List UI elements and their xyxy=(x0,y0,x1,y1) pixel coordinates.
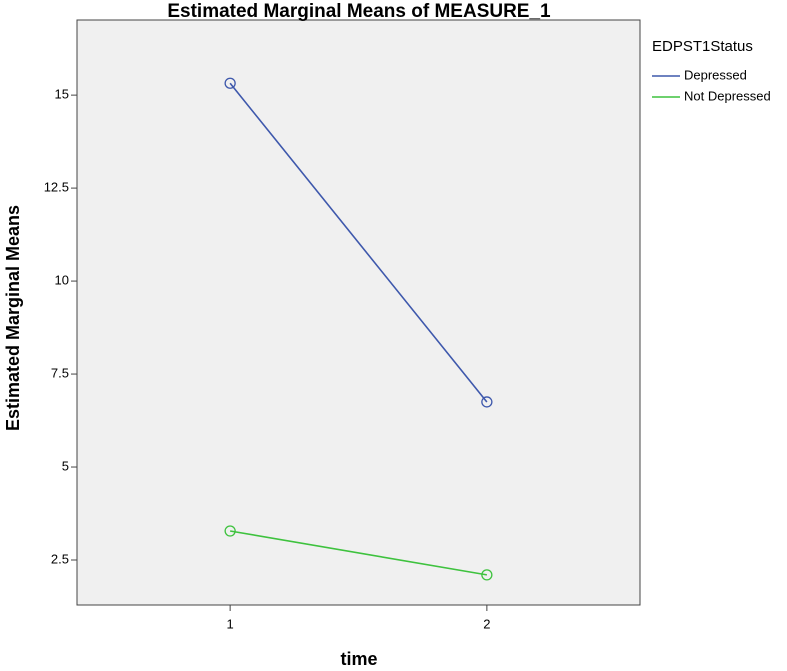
series-line xyxy=(229,82,488,403)
data-point xyxy=(481,396,493,408)
y-tick-label: 12.5 xyxy=(44,180,69,195)
y-axis-title: Estimated Marginal Means xyxy=(3,205,23,431)
x-tick-label: 1 xyxy=(227,616,234,631)
legend-label: Not Depressed xyxy=(684,88,771,103)
chart-title: Estimated Marginal Means of MEASURE_1 xyxy=(167,1,551,22)
x-tick-label: 2 xyxy=(483,616,490,631)
legend-title: EDPST1Status xyxy=(652,38,753,55)
data-point xyxy=(481,569,493,581)
y-tick-label: 2.5 xyxy=(51,551,69,566)
y-tick-label: 7.5 xyxy=(51,365,69,380)
data-point xyxy=(224,525,236,537)
legend-label: Depressed xyxy=(684,67,747,82)
x-axis-title: time xyxy=(340,649,377,669)
y-tick-label: 10 xyxy=(55,273,69,288)
series-line xyxy=(230,530,487,576)
data-point xyxy=(224,77,236,89)
plot-area xyxy=(76,19,641,606)
y-tick-label: 15 xyxy=(55,87,69,102)
y-tick-label: 5 xyxy=(62,458,69,473)
